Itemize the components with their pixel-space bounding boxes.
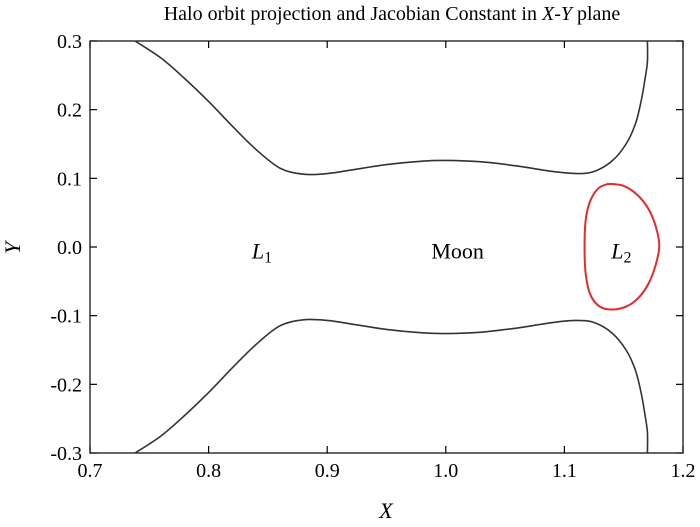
title-part-after: plane: [572, 3, 620, 25]
y-tick-label: 0.0: [57, 237, 82, 259]
y-tick-label: 0.2: [57, 100, 82, 122]
chart-title: Halo orbit projection and Jacobian Const…: [164, 3, 621, 25]
series-line: [135, 41, 648, 175]
y-axis-title: Y: [0, 239, 25, 254]
annotation-label: L1: [251, 238, 272, 266]
title-part-x: X: [541, 3, 555, 25]
annotation-label: L2: [610, 238, 631, 266]
title-part-dash: -: [554, 3, 561, 25]
x-axis-title: X: [378, 498, 394, 523]
y-tick-label: -0.3: [50, 443, 82, 465]
x-tick-label: 1.0: [433, 460, 458, 482]
ticks: [90, 41, 683, 453]
y-tick-label: -0.1: [50, 306, 82, 328]
annotation-group: L1 Moon L2: [251, 238, 632, 266]
plot-frame: [90, 41, 683, 453]
annotation-label: Moon: [431, 238, 484, 263]
series-line: [135, 319, 648, 453]
y-tick-label: 0.3: [57, 31, 82, 53]
x-tick-label: 0.8: [196, 460, 221, 482]
series-group: [135, 41, 659, 453]
title-part-before: Halo orbit projection and Jacobian Const…: [164, 3, 542, 25]
x-tick-label: 1.1: [552, 460, 577, 482]
x-tick-label: 0.9: [315, 460, 340, 482]
y-tick-label: -0.2: [50, 374, 82, 396]
tick-labels: 0.7 0.8 0.9 1.0 1.1 1.20.30.20.10.0-0.1-0.2-0…: [50, 31, 695, 482]
y-tick-label: 0.1: [57, 168, 82, 190]
x-tick-label: 1.2: [671, 460, 696, 482]
